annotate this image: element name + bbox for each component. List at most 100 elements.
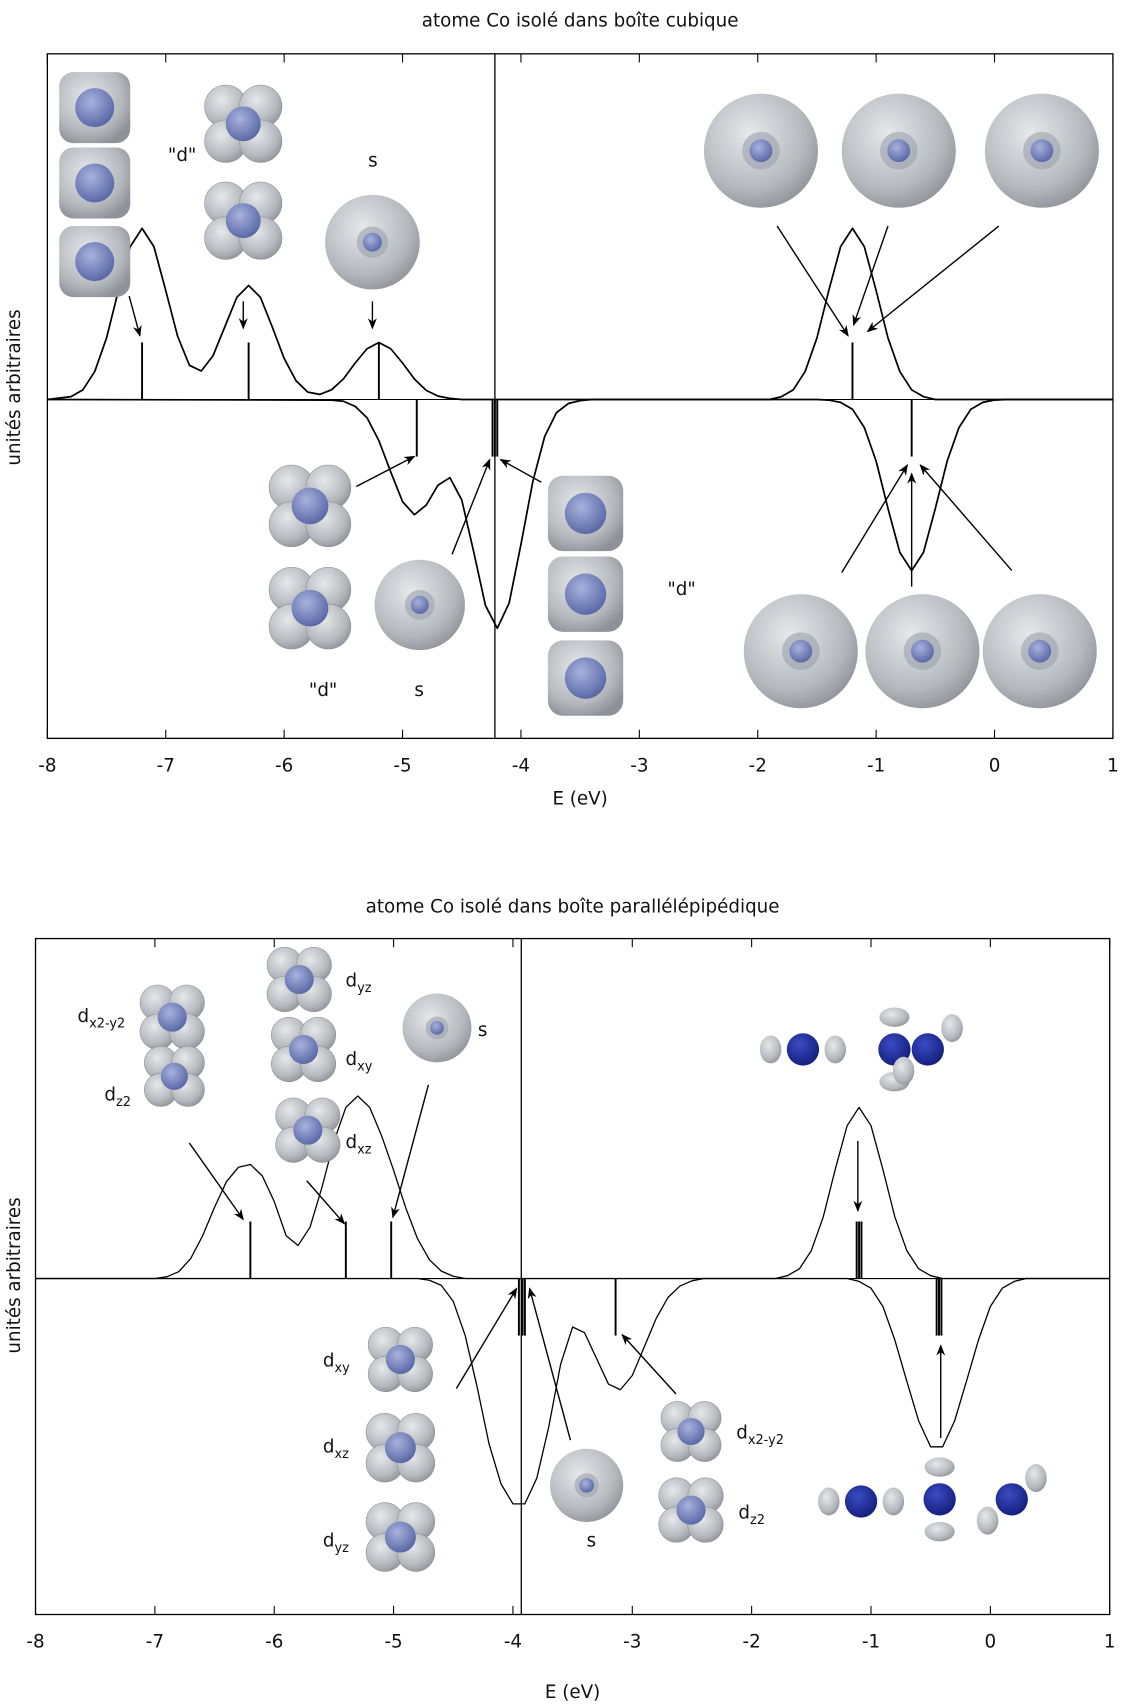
arrow	[128, 295, 142, 337]
annotation: dxz	[323, 1437, 349, 1462]
arrow	[306, 1180, 346, 1225]
arrow	[919, 464, 1013, 571]
orbital-core	[288, 1034, 319, 1064]
x-axis-label: E (eV)	[545, 1682, 600, 1703]
orbital-core	[384, 1521, 416, 1553]
x-tick-label: -3	[630, 755, 648, 776]
annotation-subscript: yz	[357, 981, 372, 996]
arrow	[621, 1333, 677, 1395]
x-tick-label: -2	[743, 1631, 761, 1652]
annotation: dz2	[738, 1502, 765, 1527]
annotation-subscript: z2	[750, 1512, 765, 1527]
orbital-lobe	[976, 1506, 999, 1535]
orbital	[143, 1045, 205, 1107]
orbital-lobe	[924, 1521, 955, 1542]
orbital	[547, 640, 624, 716]
orbital-core	[676, 1495, 706, 1525]
orbital-core	[384, 1432, 416, 1464]
annotation-subscript: x2-y2	[89, 1016, 125, 1031]
orbital-core	[225, 106, 261, 142]
arrow	[527, 1287, 572, 1441]
orbital-core	[564, 573, 607, 615]
orbital	[984, 93, 1099, 208]
orbital	[59, 147, 131, 219]
annotation-text: s	[368, 150, 378, 171]
orbital-core	[911, 1033, 944, 1066]
orbital-core	[362, 232, 382, 252]
orbital-core	[789, 639, 813, 663]
orbital	[841, 93, 956, 208]
orbital-lobe	[879, 1007, 910, 1027]
annotation-subscript: xz	[357, 1142, 372, 1157]
annotation: "d"	[309, 680, 337, 701]
orbital	[547, 556, 624, 632]
orbital-core	[291, 487, 329, 525]
orbital	[818, 1485, 905, 1518]
orbital	[325, 194, 420, 290]
x-tick-label: -6	[275, 755, 293, 776]
annotation-text: d	[736, 1423, 748, 1444]
arrow	[451, 458, 491, 555]
orbital-lobe	[941, 1014, 963, 1043]
x-tick-label: -1	[867, 755, 885, 776]
dos-curve	[35, 1277, 1110, 1505]
x-tick-label: -7	[157, 755, 175, 776]
y-axis-label: unités arbitraires	[4, 309, 25, 465]
annotation-text: s	[478, 1020, 488, 1041]
annotation-text: "d"	[168, 145, 196, 166]
annotation-text: "d"	[309, 680, 337, 701]
annotation: s	[478, 1020, 488, 1041]
orbital	[270, 1016, 337, 1082]
annotation-text: d	[323, 1437, 335, 1458]
annotation: dx2-y2	[77, 1006, 125, 1031]
dos-curve	[47, 398, 1113, 630]
x-tick-label: -1	[862, 1631, 880, 1652]
x-tick-label: -3	[623, 1631, 641, 1652]
orbital	[268, 464, 352, 548]
x-tick-label: -2	[749, 755, 767, 776]
orbital	[703, 93, 819, 208]
orbital	[547, 475, 624, 552]
orbital-core	[1028, 639, 1052, 663]
orbital-core	[75, 163, 115, 203]
annotation-text: d	[346, 1049, 358, 1070]
arrow	[852, 225, 889, 327]
dos-curve	[47, 227, 1113, 401]
annotation-text: d	[104, 1085, 116, 1106]
annotation-text: s	[587, 1530, 597, 1551]
orbital-core	[410, 595, 429, 614]
annotation: s	[368, 150, 378, 171]
arrow	[499, 458, 542, 483]
orbital-core	[749, 139, 773, 163]
annotation-subscript: yz	[335, 1540, 350, 1555]
orbital	[365, 1502, 436, 1572]
orbital	[658, 1477, 724, 1543]
orbital	[139, 984, 205, 1050]
annotation: "d"	[168, 145, 196, 166]
orbital	[982, 594, 1097, 709]
orbital	[367, 1326, 433, 1392]
orbital-core	[564, 657, 607, 699]
arrow	[391, 1084, 430, 1219]
orbital-lobe	[759, 1035, 782, 1064]
dos-curve	[35, 1095, 1110, 1280]
orbital-core	[75, 88, 115, 128]
x-tick-label: -5	[393, 755, 411, 776]
orbital-core	[160, 1062, 188, 1090]
x-tick-label: 1	[1104, 1631, 1116, 1652]
annotation-text: d	[346, 971, 358, 992]
orbital-core	[923, 1483, 956, 1516]
orbital-core	[579, 1478, 594, 1493]
orbital	[204, 84, 283, 163]
orbital	[374, 559, 465, 651]
x-tick-label: -5	[384, 1631, 402, 1652]
x-tick-label: -8	[38, 755, 56, 776]
annotation-text: d	[323, 1530, 335, 1551]
annotation-text: d	[738, 1502, 750, 1523]
plot-frame	[34, 937, 1111, 1616]
orbital	[892, 1014, 963, 1085]
annotation-subscript: xz	[335, 1447, 350, 1462]
annotation-subscript: x2-y2	[748, 1433, 784, 1448]
